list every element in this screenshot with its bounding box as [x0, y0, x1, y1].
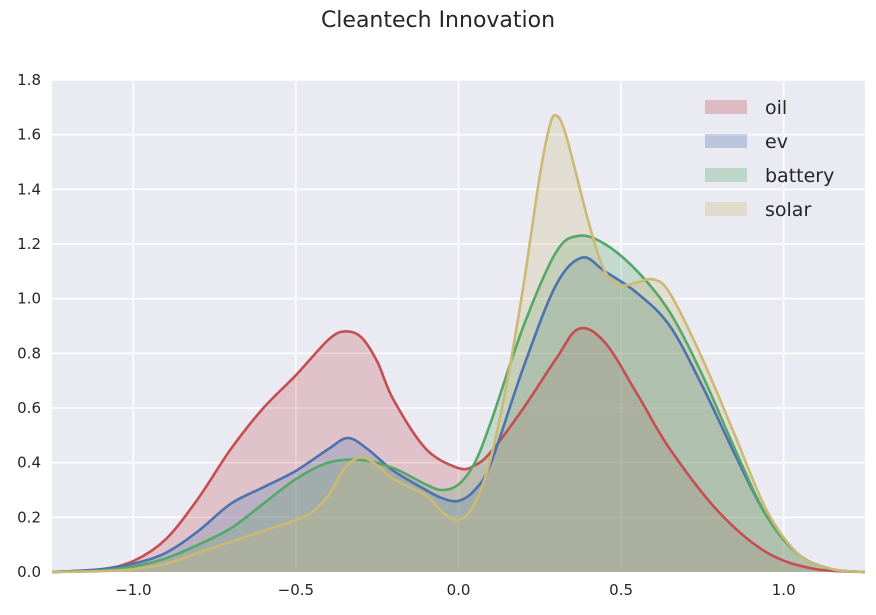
legend: oil ev battery solar	[705, 97, 834, 221]
grid-lines	[52, 79, 865, 573]
x-tick-label: 0.0	[447, 581, 471, 599]
legend-swatch-oil	[705, 100, 747, 114]
series-lines	[51, 113, 866, 574]
x-axis: −1.0 −0.5 0.0 0.5 1.0	[115, 581, 796, 599]
area-battery	[52, 235, 865, 572]
line-battery	[51, 234, 866, 574]
legend-swatch-solar	[705, 202, 747, 216]
y-tick-label: 1.0	[17, 290, 41, 308]
legend-label-battery: battery	[765, 165, 834, 187]
y-tick-label: 0.4	[17, 454, 41, 472]
chart-title: Cleantech Innovation	[320, 8, 556, 33]
y-tick-label: 1.4	[17, 180, 41, 198]
x-tick-label: 0.5	[609, 581, 633, 599]
area-ev	[52, 257, 865, 572]
x-tick-label: −1.0	[115, 581, 151, 599]
legend-swatch-ev	[705, 134, 747, 148]
y-tick-label: 0.6	[17, 399, 41, 417]
x-tick-label: −0.5	[278, 581, 314, 599]
y-tick-label: 0.2	[17, 508, 41, 526]
area-solar	[52, 115, 865, 573]
line-ev	[51, 256, 866, 574]
line-solar	[51, 113, 866, 574]
y-tick-label: 1.2	[17, 235, 41, 253]
y-tick-label: 1.8	[17, 71, 41, 89]
x-tick-label: 1.0	[772, 581, 796, 599]
y-tick-label: 0.8	[17, 344, 41, 362]
legend-swatch-battery	[705, 168, 747, 182]
legend-label-solar: solar	[765, 199, 811, 221]
y-tick-label: 0.0	[17, 563, 41, 581]
legend-label-ev: ev	[765, 131, 788, 153]
y-tick-label: 1.6	[17, 126, 41, 144]
y-axis: 0.0 0.2 0.4 0.6 0.8 1.0 1.2 1.4 1.6 1.8	[17, 71, 41, 581]
legend-label-oil: oil	[765, 97, 787, 119]
line-oil	[51, 326, 866, 574]
